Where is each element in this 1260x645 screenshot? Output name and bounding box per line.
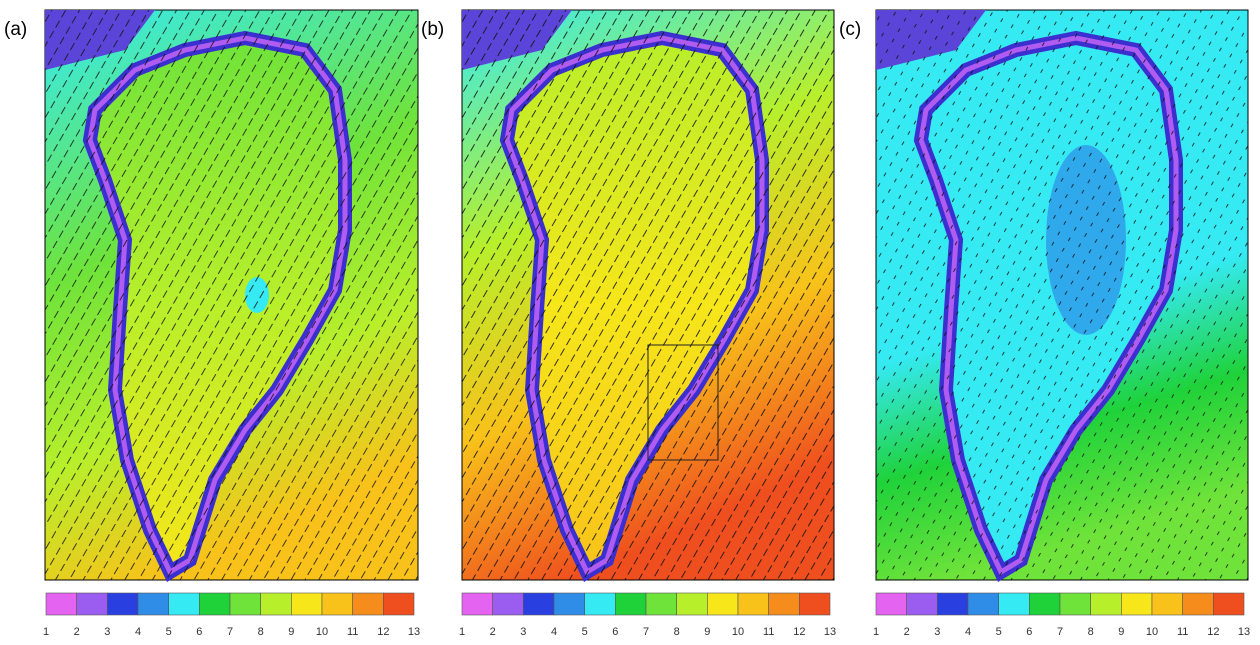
colorbar-tick-label: 11 bbox=[763, 626, 774, 638]
colorbar-tick-label: 10 bbox=[316, 626, 328, 638]
colorbar-segment bbox=[937, 592, 969, 616]
colorbar-segment bbox=[676, 592, 708, 616]
colorbar-segment bbox=[291, 592, 323, 616]
colorbar-tick-label: 7 bbox=[643, 626, 649, 638]
colorbar-segment bbox=[352, 592, 384, 616]
wind-vectors bbox=[876, 10, 1248, 580]
colorbar-segment bbox=[321, 592, 353, 616]
colorbar-segment bbox=[107, 592, 139, 616]
panel-label: (b) bbox=[421, 19, 444, 40]
colorbar-tick-label: 2 bbox=[490, 626, 496, 638]
colorbar-tick-label: 8 bbox=[674, 626, 680, 638]
colorbar-tick-label: 12 bbox=[793, 626, 805, 638]
colorbar-segment bbox=[707, 592, 739, 616]
colorbar-tick-label: 6 bbox=[1026, 626, 1032, 638]
colorbar-tick-label: 9 bbox=[288, 626, 294, 638]
colorbar-segment bbox=[1090, 592, 1122, 616]
colorbar-segment bbox=[137, 592, 169, 616]
colorbar-segment bbox=[1151, 592, 1183, 616]
colorbar-tick-label: 3 bbox=[934, 626, 940, 638]
colorbar-tick-label: 13 bbox=[824, 626, 836, 638]
colorbar-segment bbox=[168, 592, 200, 616]
colorbar-tick-label: 3 bbox=[520, 626, 526, 638]
colorbar-segment bbox=[229, 592, 261, 616]
colorbar-segment bbox=[45, 592, 77, 616]
colorbar-tick-label: 4 bbox=[965, 626, 971, 638]
colorbar-tick-label: 11 bbox=[347, 626, 358, 638]
colorbar-segment bbox=[875, 592, 907, 616]
colorbar-segment bbox=[1182, 592, 1214, 616]
colorbar-tick-label: 12 bbox=[1207, 626, 1219, 638]
panel-a bbox=[44, 9, 419, 581]
colorbar-tick-label: 7 bbox=[227, 626, 233, 638]
wind-vectors bbox=[462, 10, 834, 580]
colorbar-segment bbox=[461, 592, 493, 616]
colorbar-segment bbox=[1029, 592, 1061, 616]
colorbar-tick-label: 8 bbox=[258, 626, 264, 638]
colorbar-segment bbox=[1213, 592, 1245, 616]
colorbar-segment bbox=[615, 592, 647, 616]
colorbar-tick-label: 5 bbox=[166, 626, 172, 638]
colorbar-segment bbox=[998, 592, 1030, 616]
colorbar-segment bbox=[1059, 592, 1091, 616]
colorbar-segment bbox=[383, 592, 415, 616]
colorbar-tick-label: 1 bbox=[43, 626, 49, 638]
colorbar-tick-label: 5 bbox=[582, 626, 588, 638]
panel-label: (c) bbox=[839, 19, 861, 40]
colorbar-tick-label: 9 bbox=[704, 626, 710, 638]
panel-b bbox=[461, 9, 835, 581]
colorbar-segment bbox=[967, 592, 999, 616]
colorbar-segment bbox=[768, 592, 800, 616]
colorbar-segment bbox=[523, 592, 555, 616]
colorbar-tick-label: 8 bbox=[1088, 626, 1094, 638]
colorbar-tick-label: 13 bbox=[408, 626, 420, 638]
colorbar-tick-label: 10 bbox=[732, 626, 744, 638]
colorbar-tick-label: 10 bbox=[1146, 626, 1158, 638]
colorbar-tick-label: 9 bbox=[1118, 626, 1124, 638]
colorbar-tick-label: 7 bbox=[1057, 626, 1063, 638]
colorbar-tick-label: 12 bbox=[377, 626, 389, 638]
panel-c bbox=[875, 9, 1249, 581]
colorbar-tick-label: 5 bbox=[996, 626, 1002, 638]
colorbar-tick-label: 4 bbox=[551, 626, 557, 638]
colorbar-segment bbox=[584, 592, 616, 616]
colorbar-tick-label: 6 bbox=[196, 626, 202, 638]
colorbar-tick-label: 1 bbox=[873, 626, 879, 638]
colorbar-segment bbox=[737, 592, 769, 616]
colorbar-tick-label: 2 bbox=[904, 626, 910, 638]
colorbar-tick-label: 13 bbox=[1238, 626, 1250, 638]
colorbar-tick-label: 2 bbox=[74, 626, 80, 638]
colorbar-segment bbox=[799, 592, 831, 616]
colorbar-segment bbox=[553, 592, 585, 616]
colorbar-tick-label: 6 bbox=[612, 626, 618, 638]
colorbar-segment bbox=[645, 592, 677, 616]
panel-label: (a) bbox=[4, 19, 27, 40]
colorbar-segment bbox=[492, 592, 524, 616]
colorbar-tick-label: 11 bbox=[1177, 626, 1188, 638]
colorbar-segment bbox=[199, 592, 231, 616]
colorbar-segment bbox=[906, 592, 938, 616]
colorbar-segment bbox=[1121, 592, 1153, 616]
colorbar-segment bbox=[76, 592, 108, 616]
wind-vectors bbox=[45, 10, 418, 580]
colorbar-segment bbox=[260, 592, 292, 616]
colorbar-tick-label: 1 bbox=[459, 626, 465, 638]
colorbar-tick-label: 4 bbox=[135, 626, 141, 638]
colorbar-tick-label: 3 bbox=[104, 626, 110, 638]
